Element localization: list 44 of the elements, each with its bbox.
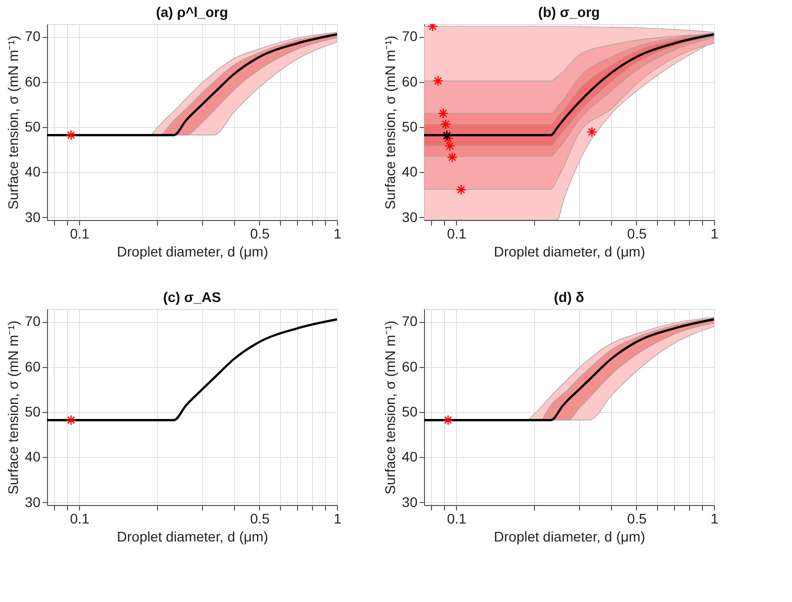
- y-tick-label: 30: [402, 208, 418, 225]
- x-tick-label: 0.1: [70, 226, 90, 242]
- y-tick-label: 30: [24, 208, 41, 225]
- x-axis-title: Droplet diameter, d (μm): [116, 244, 268, 260]
- y-tick-label: 40: [402, 448, 418, 465]
- y-tick-label: 40: [24, 164, 41, 180]
- x-tick-label: 0.1: [446, 226, 467, 242]
- x-tick-label: 0.1: [70, 510, 90, 526]
- y-tick-label: 60: [402, 358, 418, 374]
- y-tick-label: 60: [402, 73, 418, 90]
- chart-title: (a) ρ^l_org: [156, 4, 228, 20]
- x-tick-label: 1: [334, 510, 342, 526]
- y-tick-label: 40: [402, 164, 418, 180]
- y-tick-label: 70: [24, 313, 41, 330]
- y-tick-label: 30: [24, 494, 41, 510]
- x-tick-label: 0.1: [446, 510, 467, 526]
- y-tick-label: 70: [402, 313, 418, 330]
- y-tick-label: 50: [24, 118, 41, 134]
- x-tick-label: 0.5: [250, 226, 270, 242]
- chart-title: (b) σ_org: [538, 4, 600, 20]
- y-tick-label: 50: [402, 403, 418, 420]
- x-tick-label: 0.5: [250, 510, 270, 526]
- chart-title: (d) δ: [554, 289, 584, 305]
- x-tick-label: 0.5: [627, 510, 647, 526]
- x-tick-label: 0.5: [627, 226, 647, 242]
- y-axis-title: Surface tension, σ (mN m⁻¹): [382, 36, 398, 210]
- x-tick-label: 1: [334, 226, 342, 242]
- x-tick-label: 1: [710, 510, 719, 526]
- y-axis-title: Surface tension, σ (mN m⁻¹): [4, 320, 21, 494]
- x-axis-title: Droplet diameter, d (μm): [494, 528, 646, 544]
- y-tick-label: 70: [402, 28, 418, 44]
- x-tick-label: 1: [710, 226, 719, 242]
- y-tick-label: 50: [402, 118, 418, 134]
- y-tick-label: 30: [402, 494, 418, 510]
- y-tick-label: 40: [24, 448, 41, 465]
- y-tick-label: 60: [24, 358, 41, 374]
- y-tick-label: 60: [24, 73, 41, 90]
- x-axis-title: Droplet diameter, d (μm): [116, 528, 268, 544]
- y-tick-label: 70: [24, 28, 41, 44]
- y-tick-label: 50: [24, 403, 41, 420]
- y-axis-title: Surface tension, σ (mN m⁻¹): [382, 320, 398, 494]
- y-axis-title: Surface tension, σ (mN m⁻¹): [4, 36, 21, 210]
- x-axis-title: Droplet diameter, d (μm): [494, 244, 646, 260]
- chart-title: (c) σ_AS: [163, 289, 221, 305]
